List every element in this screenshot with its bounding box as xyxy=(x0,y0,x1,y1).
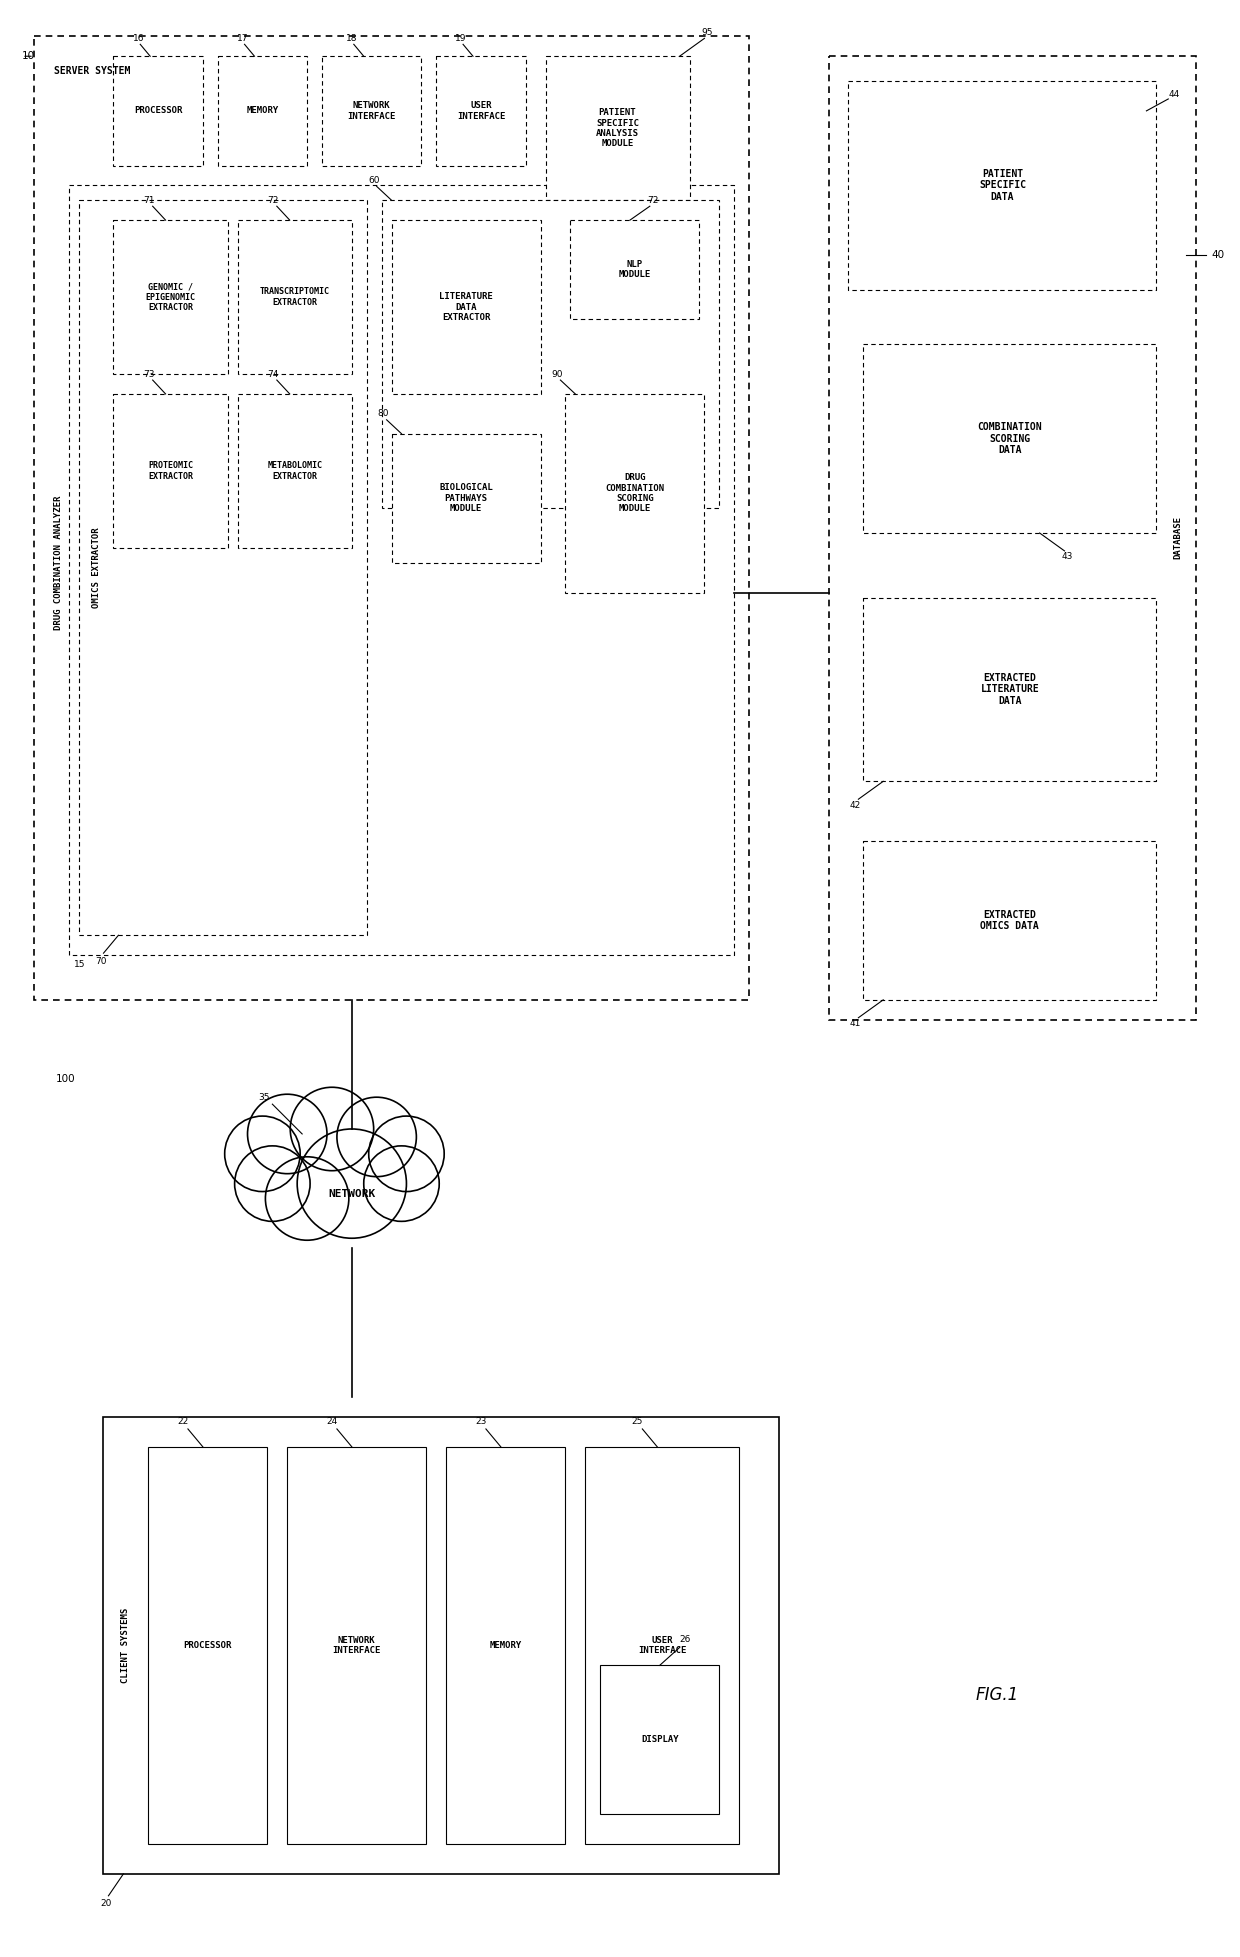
Text: 16: 16 xyxy=(133,33,144,43)
Text: 71: 71 xyxy=(143,196,155,205)
Text: 72: 72 xyxy=(647,196,658,205)
Bar xyxy=(863,842,1157,1000)
Text: TRANSCRIPTOMIC
EXTRACTOR: TRANSCRIPTOMIC EXTRACTOR xyxy=(259,288,330,307)
Text: 22: 22 xyxy=(177,1417,188,1425)
Text: 100: 100 xyxy=(56,1074,76,1084)
Text: COMBINATION
SCORING
DATA: COMBINATION SCORING DATA xyxy=(977,423,1042,456)
Text: DATABASE: DATABASE xyxy=(1174,517,1183,560)
Circle shape xyxy=(363,1147,439,1221)
Text: PROCESSOR: PROCESSOR xyxy=(184,1642,232,1650)
Text: NETWORK
INTERFACE: NETWORK INTERFACE xyxy=(347,102,396,121)
Text: PROCESSOR: PROCESSOR xyxy=(134,106,182,115)
Text: 23: 23 xyxy=(475,1417,486,1425)
Bar xyxy=(238,393,352,548)
Circle shape xyxy=(224,1115,300,1192)
Text: 42: 42 xyxy=(849,800,861,810)
Bar xyxy=(33,37,749,1000)
Text: 35: 35 xyxy=(259,1092,270,1102)
Text: BIOLOGICAL
PATHWAYS
MODULE: BIOLOGICAL PATHWAYS MODULE xyxy=(439,483,494,513)
Text: NETWORK: NETWORK xyxy=(329,1188,376,1198)
Bar xyxy=(600,1665,719,1814)
Bar xyxy=(570,219,699,319)
Text: 17: 17 xyxy=(237,33,248,43)
Circle shape xyxy=(368,1115,444,1192)
Bar xyxy=(436,57,526,166)
Bar xyxy=(113,219,228,374)
Text: NLP
MODULE: NLP MODULE xyxy=(619,260,651,280)
Text: 15: 15 xyxy=(73,961,86,969)
Text: 60: 60 xyxy=(368,176,379,184)
Text: 90: 90 xyxy=(552,370,563,378)
Text: 25: 25 xyxy=(631,1417,644,1425)
Bar xyxy=(113,393,228,548)
Circle shape xyxy=(234,1147,310,1221)
Text: 40: 40 xyxy=(1211,250,1225,260)
Text: MEMORY: MEMORY xyxy=(490,1642,522,1650)
Text: 80: 80 xyxy=(378,409,389,419)
Circle shape xyxy=(298,1129,407,1239)
Text: EXTRACTED
LITERATURE
DATA: EXTRACTED LITERATURE DATA xyxy=(981,673,1039,706)
Text: 20: 20 xyxy=(100,1898,112,1908)
Text: CLIENT SYSTEMS: CLIENT SYSTEMS xyxy=(120,1609,130,1683)
Bar xyxy=(238,219,352,374)
Circle shape xyxy=(248,1094,327,1174)
Text: 73: 73 xyxy=(143,370,155,378)
Text: 18: 18 xyxy=(346,33,357,43)
Circle shape xyxy=(290,1088,373,1170)
Bar xyxy=(392,434,541,564)
Text: DRUG
COMBINATION
SCORING
MODULE: DRUG COMBINATION SCORING MODULE xyxy=(605,474,665,513)
Text: 10: 10 xyxy=(22,51,35,61)
Text: USER
INTERFACE: USER INTERFACE xyxy=(639,1636,687,1656)
Text: MEMORY: MEMORY xyxy=(247,106,279,115)
Bar xyxy=(863,597,1157,781)
Text: 24: 24 xyxy=(326,1417,337,1425)
Text: METABOLOMIC
EXTRACTOR: METABOLOMIC EXTRACTOR xyxy=(267,462,322,481)
Bar xyxy=(863,344,1157,532)
Text: 19: 19 xyxy=(455,33,466,43)
Bar xyxy=(288,1446,427,1843)
Bar xyxy=(218,57,308,166)
Circle shape xyxy=(265,1157,348,1241)
Text: PROTEOMIC
EXTRACTOR: PROTEOMIC EXTRACTOR xyxy=(148,462,193,481)
Text: 43: 43 xyxy=(1061,552,1073,562)
Bar xyxy=(78,200,367,935)
Text: 74: 74 xyxy=(267,370,279,378)
Text: GENOMIC /
EPIGENOMIC
EXTRACTOR: GENOMIC / EPIGENOMIC EXTRACTOR xyxy=(145,282,196,311)
Text: 26: 26 xyxy=(678,1634,691,1644)
Text: PATIENT
SPECIFIC
ANALYSIS
MODULE: PATIENT SPECIFIC ANALYSIS MODULE xyxy=(596,108,639,149)
Bar xyxy=(565,393,704,593)
Text: DISPLAY: DISPLAY xyxy=(641,1736,678,1744)
Text: EXTRACTED
OMICS DATA: EXTRACTED OMICS DATA xyxy=(981,910,1039,932)
Text: 44: 44 xyxy=(1168,90,1180,100)
Text: DRUG COMBINATION ANALYZER: DRUG COMBINATION ANALYZER xyxy=(55,495,63,630)
Bar xyxy=(149,1446,268,1843)
Text: USER
INTERFACE: USER INTERFACE xyxy=(456,102,505,121)
Bar xyxy=(322,57,422,166)
Bar xyxy=(103,1417,779,1875)
Bar xyxy=(585,1446,739,1843)
Bar xyxy=(546,57,689,200)
Circle shape xyxy=(337,1098,417,1176)
Bar xyxy=(392,219,541,393)
Text: OMICS EXTRACTOR: OMICS EXTRACTOR xyxy=(92,528,100,609)
Text: NETWORK
INTERFACE: NETWORK INTERFACE xyxy=(332,1636,381,1656)
Bar xyxy=(382,200,719,509)
Text: 41: 41 xyxy=(849,1020,861,1027)
Text: LITERATURE
DATA
EXTRACTOR: LITERATURE DATA EXTRACTOR xyxy=(439,292,494,323)
Bar xyxy=(68,186,734,955)
Text: 70: 70 xyxy=(94,957,107,965)
Text: SERVER SYSTEM: SERVER SYSTEM xyxy=(53,67,130,76)
Text: FIG.1: FIG.1 xyxy=(976,1687,1019,1705)
Bar xyxy=(848,80,1157,290)
Text: 95: 95 xyxy=(702,27,713,37)
Text: 72: 72 xyxy=(267,196,279,205)
Bar xyxy=(113,57,203,166)
Bar xyxy=(446,1446,565,1843)
Text: PATIENT
SPECIFIC
DATA: PATIENT SPECIFIC DATA xyxy=(978,168,1025,202)
Bar xyxy=(828,57,1197,1020)
